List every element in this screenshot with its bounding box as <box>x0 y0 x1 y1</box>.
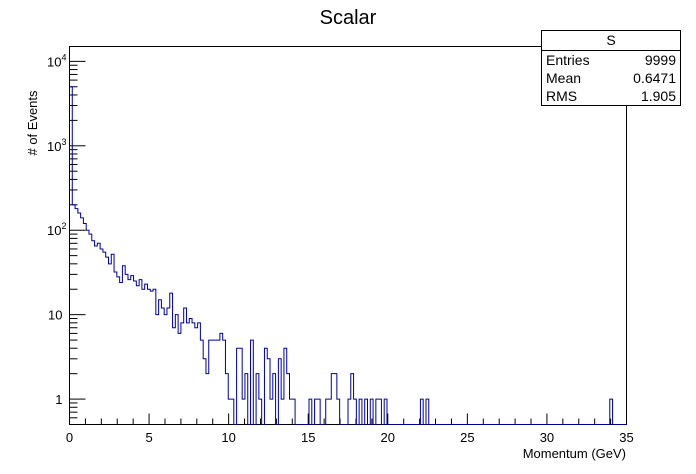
x-tick-label: 30 <box>540 430 554 445</box>
y-tick-label: 104 <box>47 52 66 69</box>
y-tick-label: 10 <box>48 308 62 323</box>
stats-box: S Entries 9999 Mean 0.6471 RMS 1.905 <box>541 30 681 106</box>
stats-mean-value: 0.6471 <box>633 70 676 86</box>
x-axis-ticks: 0 5 10 15 20 25 30 35 <box>66 413 634 445</box>
stats-mean-label: Mean <box>546 70 582 86</box>
stats-row-rms: RMS 1.905 <box>542 87 680 105</box>
y-axis-label: # of Events <box>25 90 40 156</box>
y-axis-ticks: 1 10 102 103 104 <box>47 52 86 425</box>
y-tick-label: 102 <box>47 221 66 238</box>
x-tick-label: 10 <box>221 430 235 445</box>
x-tick-label: 20 <box>381 430 395 445</box>
stats-title: S <box>542 31 680 51</box>
stats-entries-value: 9999 <box>644 52 676 68</box>
y-tick-label: 1 <box>55 392 62 407</box>
x-tick-label: 0 <box>66 430 73 445</box>
stats-rms-value: 1.905 <box>640 88 676 104</box>
stats-row-entries: Entries 9999 <box>542 51 680 69</box>
stats-entries-label: Entries <box>546 52 590 68</box>
stats-row-mean: Mean 0.6471 <box>542 69 680 87</box>
x-tick-label: 35 <box>619 430 633 445</box>
x-tick-label: 15 <box>301 430 315 445</box>
x-axis-label: Momentum (GeV) <box>523 446 626 461</box>
chart-title: Scalar <box>320 7 377 29</box>
y-tick-label: 103 <box>47 137 66 154</box>
stats-rms-label: RMS <box>546 88 578 104</box>
x-tick-label: 5 <box>145 430 152 445</box>
histogram-line <box>69 86 627 425</box>
x-tick-label: 25 <box>460 430 474 445</box>
